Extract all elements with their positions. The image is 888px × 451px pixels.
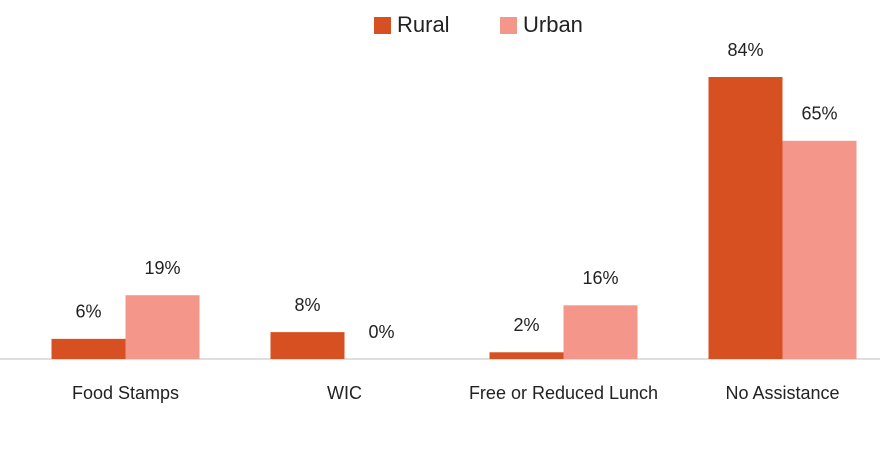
bar — [125, 295, 200, 359]
value-label: 65% — [801, 104, 837, 124]
bar — [489, 352, 564, 359]
bar — [51, 338, 126, 359]
x-tick-label: WIC — [327, 383, 362, 403]
value-label: 6% — [75, 302, 101, 322]
bar — [270, 332, 345, 359]
legend-label: Rural — [397, 12, 450, 37]
value-label: 0% — [368, 322, 394, 342]
bar — [782, 140, 857, 359]
bar — [708, 77, 783, 359]
value-label: 84% — [727, 40, 763, 60]
legend-swatch — [500, 17, 517, 34]
legend-label: Urban — [523, 12, 583, 37]
x-tick-label: Food Stamps — [71, 383, 180, 403]
x-tick-label: No Assistance — [725, 383, 840, 403]
x-tick-label: Free or Reduced Lunch — [468, 383, 659, 403]
value-label: 19% — [144, 258, 180, 278]
legend-swatch — [374, 17, 391, 34]
value-label: 8% — [294, 295, 320, 315]
value-label: 16% — [582, 268, 618, 288]
value-label: 2% — [513, 315, 539, 335]
bar — [563, 305, 638, 359]
